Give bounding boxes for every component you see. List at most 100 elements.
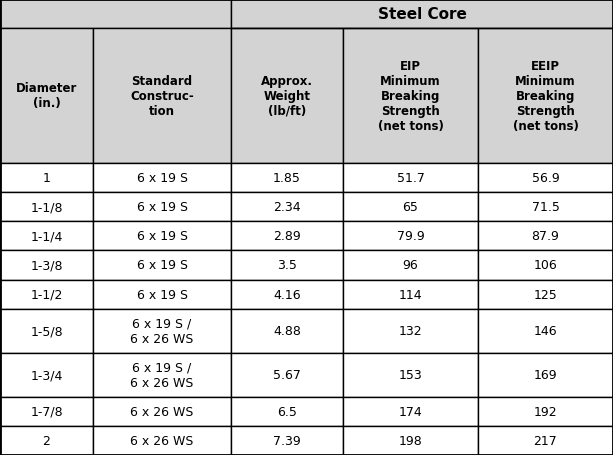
- Text: 6 x 19 S: 6 x 19 S: [137, 288, 188, 301]
- Text: 4.88: 4.88: [273, 324, 301, 338]
- Text: 6 x 19 S: 6 x 19 S: [137, 259, 188, 272]
- Bar: [231, 222, 343, 251]
- Text: 2.34: 2.34: [273, 201, 301, 213]
- Bar: [231, 192, 343, 222]
- Text: 1-7/8: 1-7/8: [30, 405, 63, 418]
- Bar: [93, 353, 231, 397]
- Text: 71.5: 71.5: [531, 201, 560, 213]
- Text: 114: 114: [398, 288, 422, 301]
- Bar: [231, 353, 343, 397]
- Text: 106: 106: [534, 259, 557, 272]
- Bar: [231, 426, 343, 455]
- Bar: [0, 251, 93, 280]
- Bar: [93, 309, 231, 353]
- Bar: [93, 397, 231, 426]
- Text: 174: 174: [398, 405, 422, 418]
- Text: 5.67: 5.67: [273, 368, 301, 381]
- Text: 146: 146: [534, 324, 557, 338]
- Text: 4.16: 4.16: [273, 288, 301, 301]
- Bar: [93, 29, 231, 163]
- Bar: [0, 29, 93, 163]
- Bar: [231, 309, 343, 353]
- Bar: [478, 29, 613, 163]
- Text: 6 x 19 S /
6 x 26 WS: 6 x 19 S / 6 x 26 WS: [131, 317, 194, 345]
- Bar: [478, 251, 613, 280]
- Bar: [93, 192, 231, 222]
- Bar: [93, 163, 231, 192]
- Text: 1-1/4: 1-1/4: [30, 230, 63, 243]
- Text: 217: 217: [534, 434, 557, 447]
- Bar: [0, 309, 93, 353]
- Text: 1-1/2: 1-1/2: [30, 288, 63, 301]
- Bar: [478, 309, 613, 353]
- Bar: [343, 353, 478, 397]
- Text: 65: 65: [403, 201, 419, 213]
- Bar: [478, 222, 613, 251]
- Text: 192: 192: [534, 405, 557, 418]
- Bar: [343, 426, 478, 455]
- Bar: [343, 251, 478, 280]
- Text: 3.5: 3.5: [277, 259, 297, 272]
- Bar: [0, 222, 93, 251]
- Text: 79.9: 79.9: [397, 230, 424, 243]
- Text: 2: 2: [42, 434, 50, 447]
- Text: 6 x 26 WS: 6 x 26 WS: [131, 434, 194, 447]
- Bar: [231, 29, 343, 163]
- Bar: [93, 426, 231, 455]
- Text: 6 x 19 S /
6 x 26 WS: 6 x 19 S / 6 x 26 WS: [131, 360, 194, 389]
- Bar: [0, 0, 231, 29]
- Bar: [478, 163, 613, 192]
- Bar: [478, 353, 613, 397]
- Bar: [343, 163, 478, 192]
- Text: 1-5/8: 1-5/8: [30, 324, 63, 338]
- Bar: [231, 0, 613, 29]
- Bar: [0, 397, 93, 426]
- Text: 6 x 19 S: 6 x 19 S: [137, 201, 188, 213]
- Bar: [343, 309, 478, 353]
- Text: Steel Core: Steel Core: [378, 7, 466, 22]
- Text: EEIP
Minimum
Breaking
Strength
(net tons): EEIP Minimum Breaking Strength (net tons…: [512, 60, 579, 133]
- Text: Diameter
(in.): Diameter (in.): [16, 82, 77, 110]
- Text: 87.9: 87.9: [531, 230, 560, 243]
- Bar: [93, 222, 231, 251]
- Text: 96: 96: [403, 259, 419, 272]
- Text: 132: 132: [398, 324, 422, 338]
- Text: EIP
Minimum
Breaking
Strength
(net tons): EIP Minimum Breaking Strength (net tons): [378, 60, 443, 133]
- Bar: [478, 426, 613, 455]
- Text: 56.9: 56.9: [531, 172, 560, 184]
- Text: 1: 1: [42, 172, 50, 184]
- Bar: [0, 426, 93, 455]
- Bar: [231, 397, 343, 426]
- Bar: [478, 397, 613, 426]
- Bar: [478, 280, 613, 309]
- Text: 1-3/8: 1-3/8: [30, 259, 63, 272]
- Bar: [0, 280, 93, 309]
- Text: 169: 169: [534, 368, 557, 381]
- Text: 1.85: 1.85: [273, 172, 301, 184]
- Text: 51.7: 51.7: [397, 172, 424, 184]
- Text: Standard
Construc-
tion: Standard Construc- tion: [130, 75, 194, 118]
- Bar: [93, 280, 231, 309]
- Bar: [343, 280, 478, 309]
- Text: 7.39: 7.39: [273, 434, 301, 447]
- Text: 2.89: 2.89: [273, 230, 301, 243]
- Bar: [343, 29, 478, 163]
- Text: 1-3/4: 1-3/4: [30, 368, 63, 381]
- Bar: [343, 192, 478, 222]
- Bar: [231, 251, 343, 280]
- Text: 125: 125: [534, 288, 557, 301]
- Bar: [231, 280, 343, 309]
- Text: 1-1/8: 1-1/8: [30, 201, 63, 213]
- Text: 198: 198: [398, 434, 422, 447]
- Bar: [0, 353, 93, 397]
- Text: 6 x 19 S: 6 x 19 S: [137, 172, 188, 184]
- Bar: [478, 192, 613, 222]
- Bar: [343, 397, 478, 426]
- Text: Approx.
Weight
(lb/ft): Approx. Weight (lb/ft): [261, 75, 313, 118]
- Bar: [0, 192, 93, 222]
- Text: 153: 153: [398, 368, 422, 381]
- Bar: [231, 163, 343, 192]
- Text: 6.5: 6.5: [277, 405, 297, 418]
- Bar: [93, 251, 231, 280]
- Text: 6 x 26 WS: 6 x 26 WS: [131, 405, 194, 418]
